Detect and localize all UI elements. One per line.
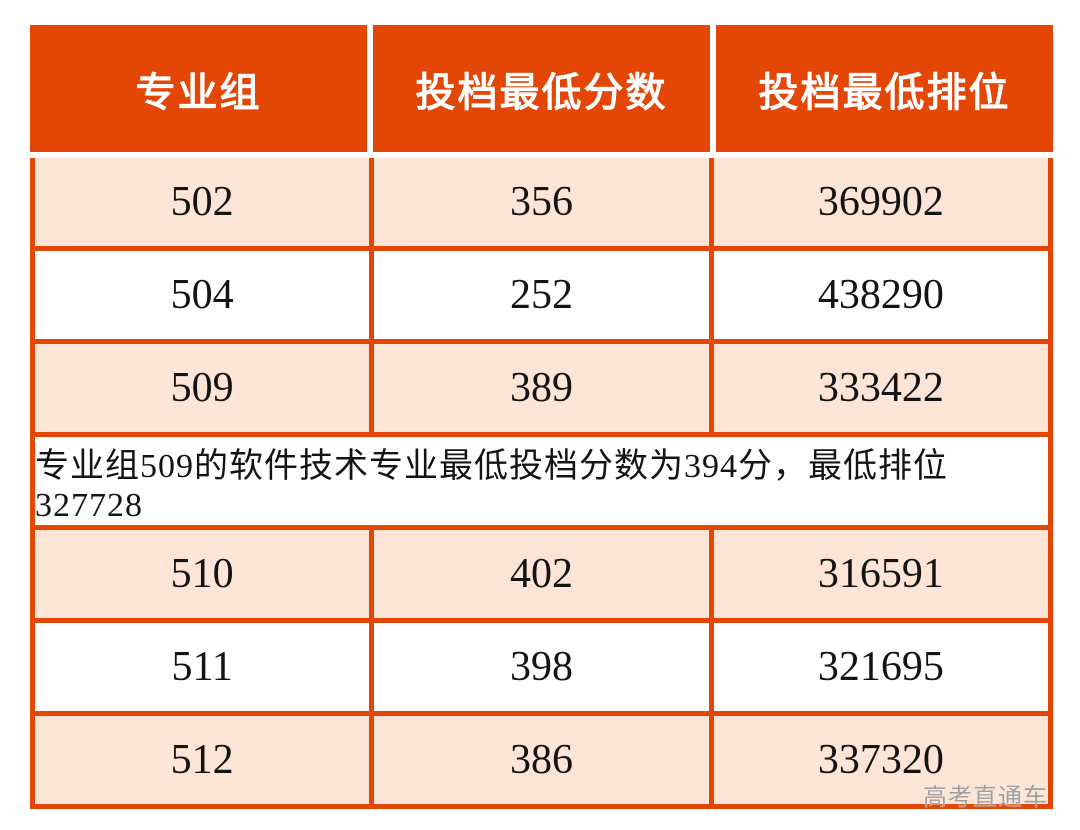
cell-group: 510 <box>35 530 370 618</box>
watermark: 高考直通车 <box>923 784 1048 811</box>
header-cell-major-group: 专业组 <box>30 25 367 152</box>
cell-group: 509 <box>35 344 370 432</box>
cell-rank: 321695 <box>713 623 1048 711</box>
table-body: 502 356 369902 504 252 438290 509 389 33… <box>30 158 1053 809</box>
cell-score: 389 <box>374 344 709 432</box>
header-cell-min-rank: 投档最低排位 <box>716 25 1053 152</box>
cell-score: 252 <box>374 251 709 339</box>
cell-score: 402 <box>374 530 709 618</box>
cell-rank: 337320 <box>713 716 1048 804</box>
cell-rank: 316591 <box>713 530 1048 618</box>
note-row: 专业组509的软件技术专业最低投档分数为394分，最低排位327728 <box>35 437 1048 525</box>
cell-group: 502 <box>35 158 370 246</box>
cell-group: 504 <box>35 251 370 339</box>
table-header-row: 专业组 投档最低分数 投档最低排位 <box>30 25 1053 152</box>
cell-rank: 369902 <box>713 158 1048 246</box>
cell-score: 398 <box>374 623 709 711</box>
cell-group: 511 <box>35 623 370 711</box>
admission-table: 专业组 投档最低分数 投档最低排位 502 356 369902 504 252… <box>30 25 1053 811</box>
cell-score: 356 <box>374 158 709 246</box>
header-cell-min-score: 投档最低分数 <box>373 25 710 152</box>
cell-rank: 438290 <box>713 251 1048 339</box>
cell-rank: 333422 <box>713 344 1048 432</box>
cell-group: 512 <box>35 716 370 804</box>
cell-score: 386 <box>374 716 709 804</box>
